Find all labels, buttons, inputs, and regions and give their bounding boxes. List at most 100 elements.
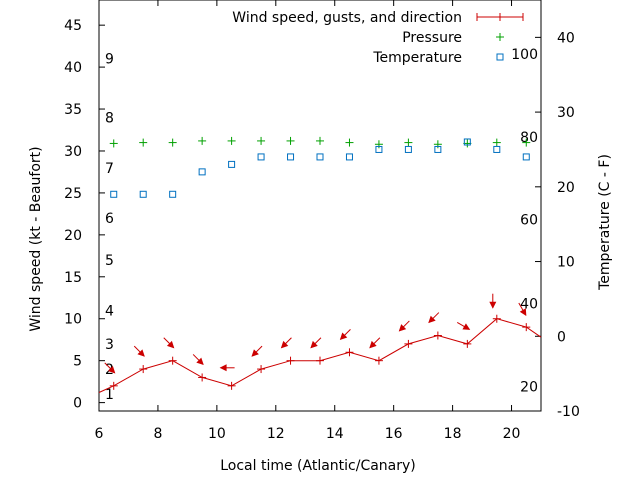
temperature-point xyxy=(316,153,324,161)
y-tick-label: 10 xyxy=(64,312,82,328)
temperature-point xyxy=(228,160,236,168)
wind-speed-point xyxy=(433,331,442,340)
wind-speed-point xyxy=(522,323,531,332)
plot-frame xyxy=(98,0,542,412)
temperature-point xyxy=(169,190,177,198)
beaufort-label: 7 xyxy=(105,161,114,177)
temperature-point xyxy=(198,168,206,176)
y-tick-label: 15 xyxy=(64,270,82,286)
y2-tick-label: 10 xyxy=(557,255,575,271)
wind-speed-point xyxy=(109,381,118,390)
pressure-point xyxy=(139,138,148,147)
temperature-point xyxy=(110,190,118,198)
pressure-point xyxy=(404,138,413,147)
legend-label-wind: Wind speed, gusts, and direction xyxy=(232,10,462,26)
y-tick-label: 45 xyxy=(64,18,82,34)
pressure-point xyxy=(492,138,501,147)
wind-speed-point xyxy=(286,356,295,365)
wind-direction-arrow xyxy=(518,302,527,317)
wind-speed-point xyxy=(374,356,383,365)
x-tick-label: 16 xyxy=(385,426,403,442)
temperature-point xyxy=(434,145,442,153)
wind-direction-arrow xyxy=(310,337,322,349)
arrow-head xyxy=(339,332,348,340)
arrow-head xyxy=(428,315,436,324)
temperature-point xyxy=(345,153,353,161)
wind-direction-arrow xyxy=(456,321,471,330)
pressure-point xyxy=(522,138,531,147)
arrow-head xyxy=(369,340,377,349)
temperature-point xyxy=(287,153,295,161)
y2-tick-label: 0 xyxy=(557,329,566,345)
temperature-point xyxy=(257,153,265,161)
temperature-point xyxy=(404,145,412,153)
x-axis-title: Local time (Atlantic/Canary) xyxy=(220,458,416,474)
y2-tick-label: 20 xyxy=(557,180,575,196)
temperature-point xyxy=(463,138,471,146)
arrow-head xyxy=(519,308,527,317)
beaufort-label: 4 xyxy=(105,303,114,319)
pressure-point xyxy=(316,136,324,145)
temperature-point xyxy=(375,145,383,153)
x-tick-label: 18 xyxy=(444,426,462,442)
y-tick-label: 20 xyxy=(64,228,82,244)
pressure-point xyxy=(109,139,118,148)
fahrenheit-label: 60 xyxy=(520,213,538,229)
arrow-head xyxy=(219,364,227,372)
beaufort-label: 5 xyxy=(105,253,114,269)
wind-direction-arrow xyxy=(489,293,497,309)
x-axis-ticks: 6 8 10 12 14 16 18 20 xyxy=(95,0,520,442)
y2-tick-label: -10 xyxy=(557,404,580,420)
series-layer xyxy=(98,136,542,393)
arrow-head xyxy=(462,323,471,330)
temperature-point xyxy=(493,145,501,153)
wind-direction-arrow xyxy=(280,337,292,349)
y-tick-label: 0 xyxy=(73,396,82,412)
wind-direction-arrow xyxy=(339,328,351,340)
x-tick-label: 10 xyxy=(208,426,226,442)
x-tick-label: 12 xyxy=(267,426,285,442)
fahrenheit-label: 100 xyxy=(511,47,538,63)
y-tick-label: 35 xyxy=(64,102,82,118)
legend-label-temperature: Temperature xyxy=(372,50,462,66)
temperature-point xyxy=(522,153,530,161)
wind-speed-point xyxy=(257,365,266,374)
fahrenheit-scale-labels: 20 40 60 80 100 xyxy=(511,47,538,396)
fahrenheit-label: 20 xyxy=(520,379,538,395)
pressure-point xyxy=(168,138,177,147)
arrow-head xyxy=(280,340,289,349)
pressure-point xyxy=(198,136,207,145)
wind-direction-arrow xyxy=(398,320,410,332)
wind-speed-point xyxy=(404,339,413,348)
x-tick-label: 14 xyxy=(326,426,344,442)
arrow-head xyxy=(310,340,318,349)
wind-speed-point xyxy=(492,314,501,323)
x-tick-label: 6 xyxy=(95,426,104,442)
y-tick-label: 25 xyxy=(64,186,82,202)
fahrenheit-label: 40 xyxy=(520,296,538,312)
temperature-point xyxy=(139,190,147,198)
y2-tick-label: 40 xyxy=(557,30,575,46)
pressure-point xyxy=(286,136,295,145)
wind-direction-arrow xyxy=(219,364,235,372)
wind-speed-point xyxy=(139,365,148,374)
legend-label-pressure: Pressure xyxy=(402,30,462,46)
beaufort-label: 3 xyxy=(105,337,114,353)
y2-axis-ticks: -10 0 10 20 30 40 xyxy=(535,30,580,420)
wind-speed-point xyxy=(463,339,472,348)
wind-speed-point xyxy=(316,356,324,365)
wind-speed-point xyxy=(168,356,177,365)
wind-speed-point xyxy=(227,381,236,390)
y2-tick-label: 30 xyxy=(557,105,575,121)
beaufort-label: 6 xyxy=(105,211,114,227)
wind-speed-point xyxy=(198,373,207,382)
wind-direction-arrow xyxy=(428,312,440,324)
beaufort-label: 8 xyxy=(105,110,114,126)
pressure-point xyxy=(257,136,266,145)
y-tick-label: 30 xyxy=(64,144,82,160)
wind-direction-arrow xyxy=(369,337,381,349)
y-tick-label: 40 xyxy=(64,60,82,76)
y-tick-label: 5 xyxy=(73,354,82,370)
arrow-head xyxy=(489,301,497,309)
